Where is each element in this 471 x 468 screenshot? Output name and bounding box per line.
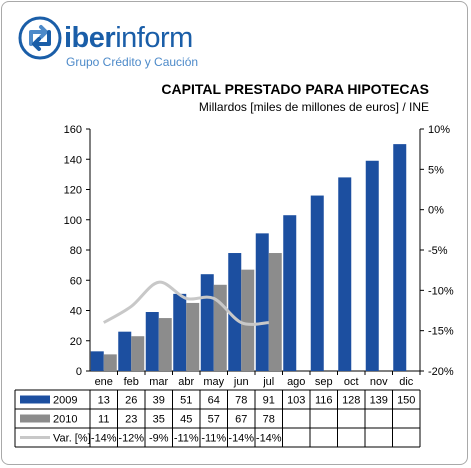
table-cell: 23 <box>125 414 137 426</box>
y-left-tick-label: 40 <box>70 306 82 318</box>
table-cell: -14% <box>256 433 282 445</box>
y-right-tick-label: -20% <box>428 366 454 378</box>
table-cell: 78 <box>263 414 275 426</box>
bar-2009 <box>310 195 324 371</box>
bar-2009 <box>90 351 104 371</box>
bar-2010 <box>158 318 172 371</box>
bar-2010 <box>213 284 227 371</box>
table-cell: 35 <box>153 414 165 426</box>
refresh-arrows-icon <box>18 16 62 60</box>
brand-name-bold: iber <box>64 22 116 54</box>
y-left-tick-label: 100 <box>64 215 82 227</box>
bar-2010 <box>186 302 200 371</box>
table-cell: 57 <box>208 414 220 426</box>
y-left-tick-label: 160 <box>64 124 82 136</box>
x-tick-label: jul <box>262 376 274 388</box>
table-cell: -11% <box>201 433 226 445</box>
x-tick-label: feb <box>124 376 139 388</box>
x-tick-label: dic <box>399 376 414 388</box>
chart-subtitle: Millardos [miles de millones de euros] /… <box>198 100 429 114</box>
table-cell: 39 <box>153 395 165 407</box>
table-cell: -14% <box>228 433 254 445</box>
iberinform-logo <box>18 16 62 60</box>
table-cell: 150 <box>397 395 415 407</box>
bar-2009 <box>118 331 132 371</box>
y-left-tick-label: 120 <box>64 185 82 197</box>
y-right-tick-label: -15% <box>428 326 454 338</box>
table-cell: 128 <box>342 395 360 407</box>
bar-2009 <box>338 177 352 371</box>
table-cell: 67 <box>235 414 247 426</box>
table-cell: 11 <box>98 414 109 426</box>
table-cell: 13 <box>98 395 110 407</box>
bar-2009 <box>365 160 379 371</box>
bar-2009 <box>283 215 297 371</box>
x-tick-label: sep <box>315 376 333 388</box>
y-right-tick-label: 10% <box>428 124 450 136</box>
x-tick-label: may <box>203 376 224 388</box>
table-cell: -12% <box>118 433 144 445</box>
x-tick-label: ene <box>95 376 113 388</box>
table-cell: 64 <box>208 395 220 407</box>
bar-2009 <box>173 293 187 371</box>
y-right-tick-label: 5% <box>428 164 444 176</box>
x-tick-label: oct <box>344 376 359 388</box>
bar-2010 <box>268 253 282 371</box>
brand-name: iberinform <box>64 22 193 55</box>
brand-tagline: Grupo Crédito y Caución <box>66 55 199 69</box>
x-tick-label: mar <box>149 376 168 388</box>
x-tick-label: nov <box>370 376 388 388</box>
brand-name-light: inform <box>115 22 193 54</box>
x-tick-label: jun <box>233 376 249 388</box>
table-cell: 103 <box>287 395 305 407</box>
bar-2010 <box>103 354 117 371</box>
y-left-tick-label: 0 <box>76 366 82 378</box>
y-right-tick-label: -10% <box>428 285 454 297</box>
y-right-tick-label: 0% <box>428 205 444 217</box>
table-cell: 51 <box>180 395 192 407</box>
y-left-tick-label: 80 <box>70 245 82 257</box>
legend-swatch-2010 <box>20 414 50 423</box>
table-cell: 78 <box>235 395 247 407</box>
table-cell: 116 <box>315 395 333 407</box>
variation-line <box>102 280 269 326</box>
y-left-tick-label: 20 <box>70 336 82 348</box>
y-left-tick-label: 60 <box>70 275 82 287</box>
x-tick-label: abr <box>178 376 194 388</box>
y-left-tick-label: 140 <box>64 154 82 166</box>
bar-2010 <box>241 269 255 371</box>
legend-swatch-2009 <box>20 395 50 404</box>
table-cell: 139 <box>370 395 388 407</box>
table-cell: 45 <box>180 414 192 426</box>
legend-label: 2010 <box>53 414 77 426</box>
bar-2009 <box>145 312 159 371</box>
table-cell: -14% <box>91 433 117 445</box>
chart-title: CAPITAL PRESTADO PARA HIPOTECAS <box>161 81 429 97</box>
legend-label: 2009 <box>53 395 77 407</box>
table-cell: -9% <box>149 433 169 445</box>
legend-label: Var. [%] <box>53 433 91 445</box>
table-cell: 26 <box>125 395 137 407</box>
bar-2009 <box>393 144 407 371</box>
y-right-tick-label: -5% <box>428 245 448 257</box>
table-cell: 91 <box>263 395 275 407</box>
bar-2010 <box>131 336 145 371</box>
x-tick-label: ago <box>287 376 305 388</box>
bar-2009 <box>200 274 214 371</box>
table-cell: -11% <box>174 433 199 445</box>
bar-2009 <box>228 253 242 371</box>
bar-2009 <box>255 233 269 371</box>
